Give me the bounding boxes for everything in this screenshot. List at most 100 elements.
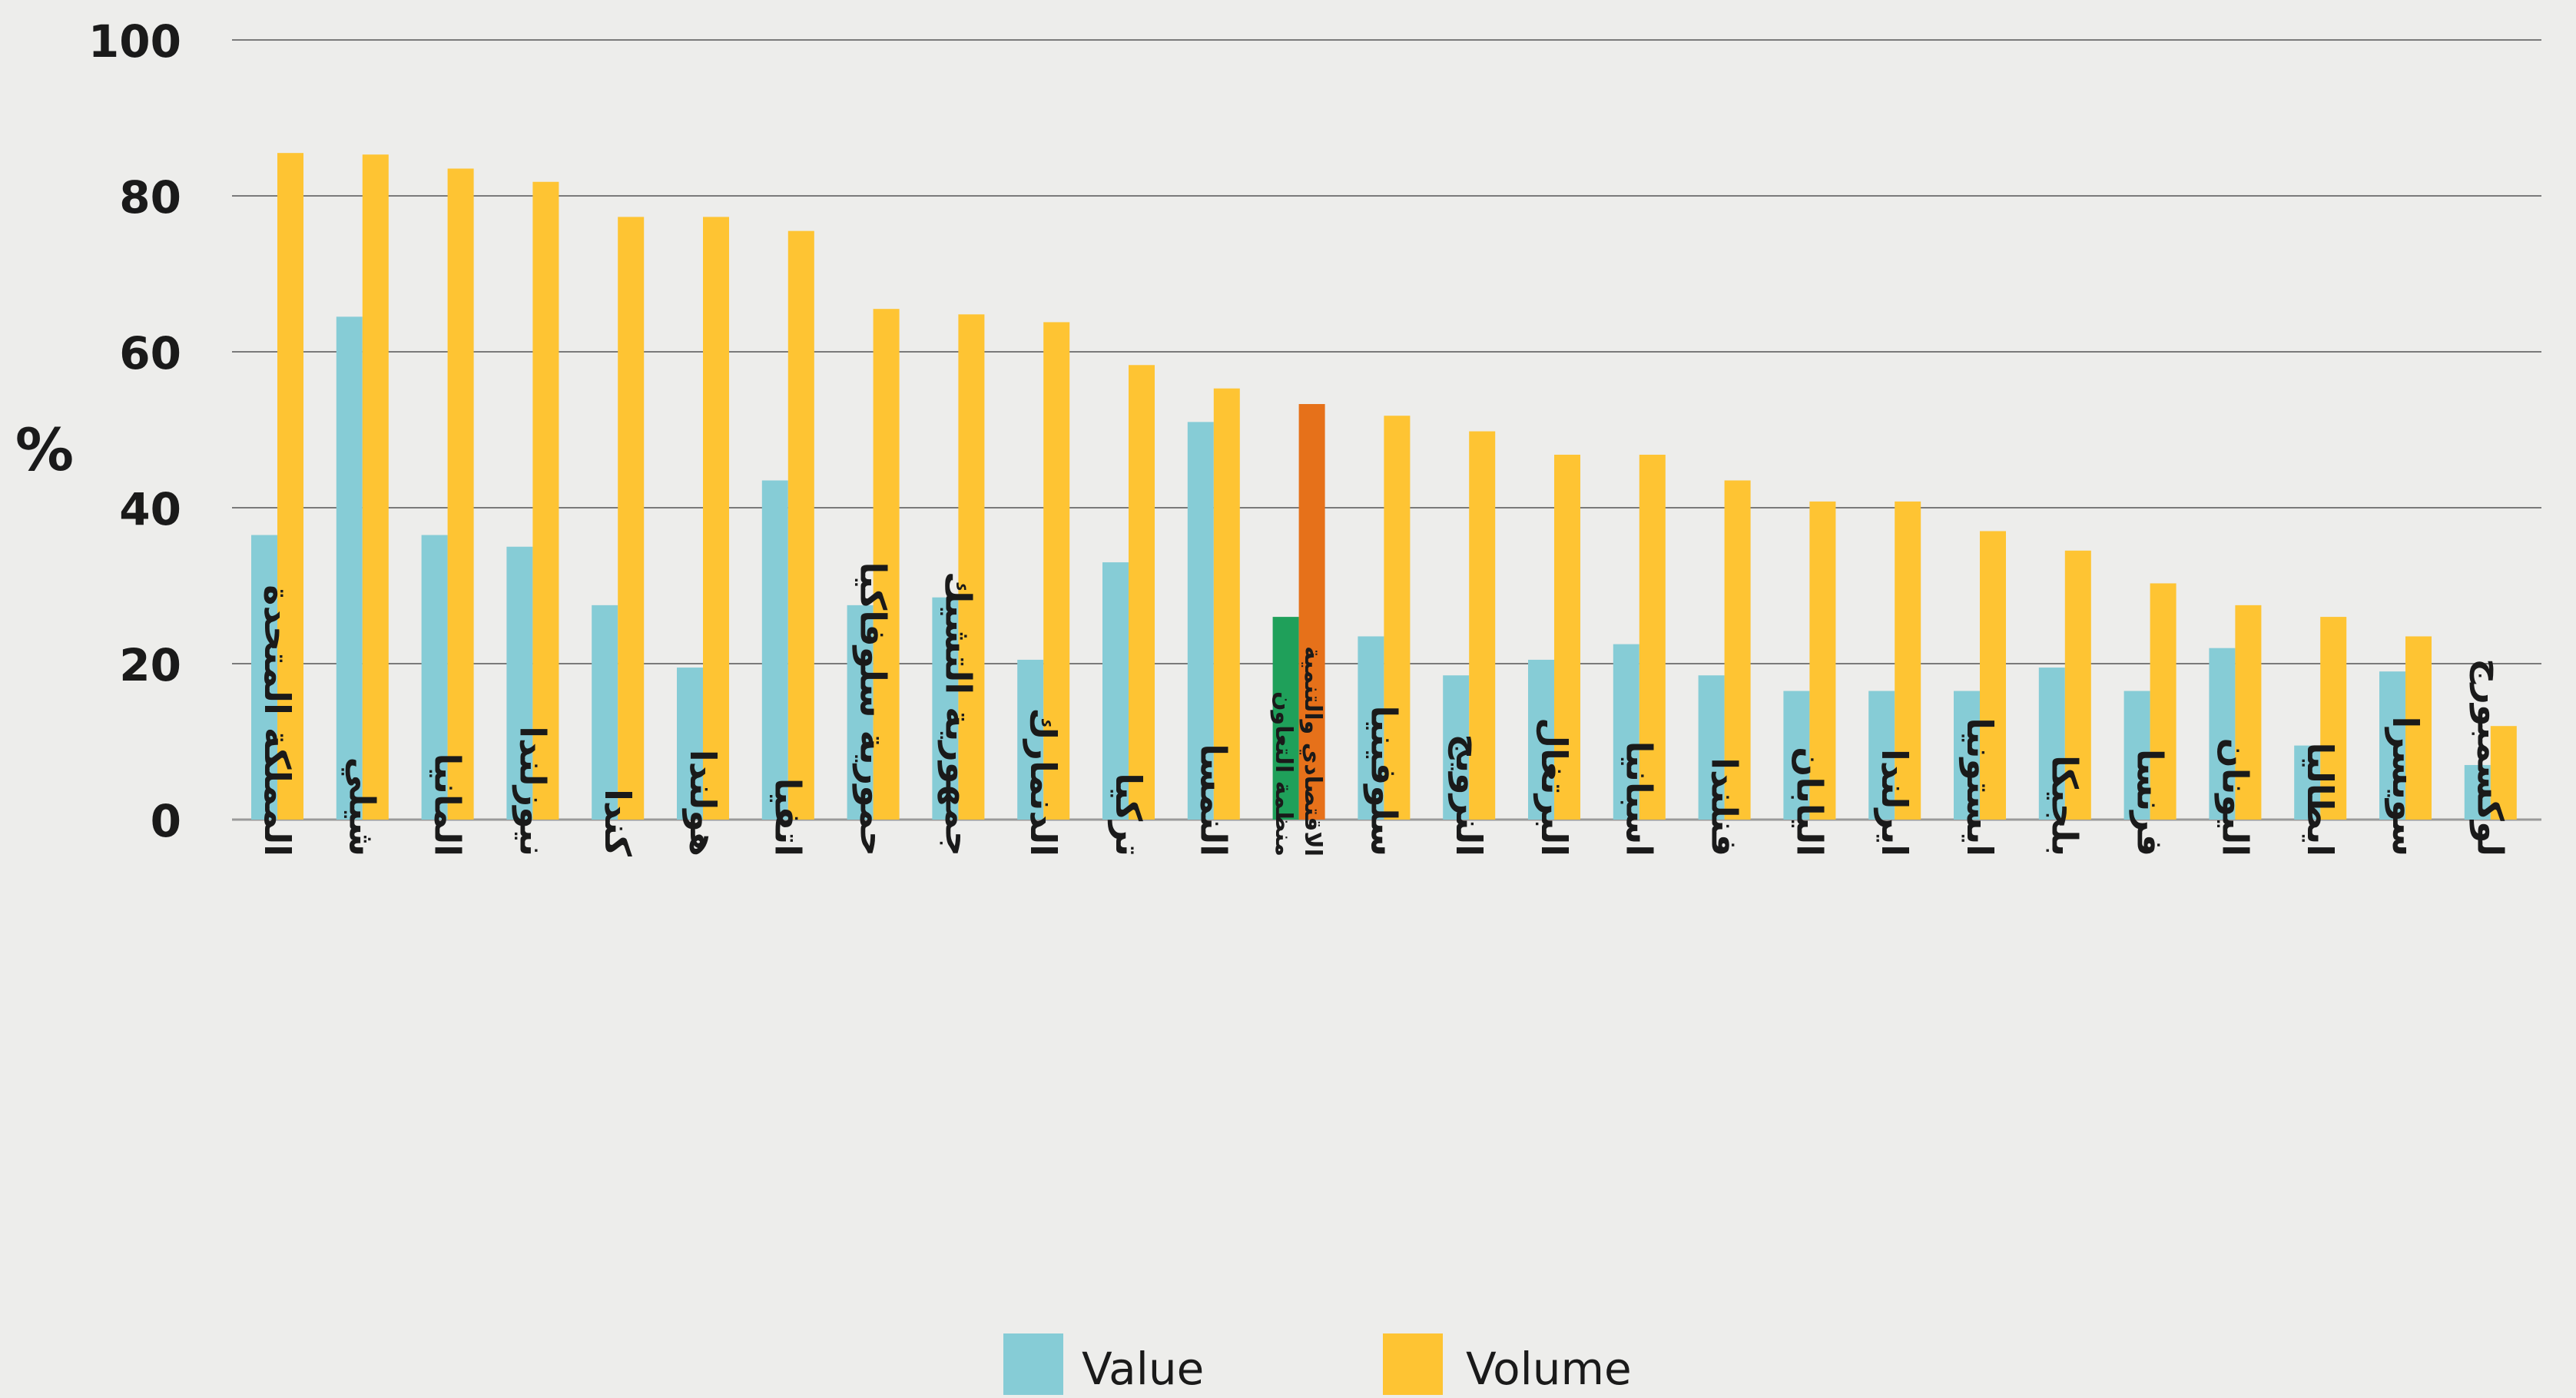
bar-value-0: [251, 535, 277, 820]
bar-value-15: [1528, 659, 1554, 820]
x-tick-label-group: شيلي: [342, 757, 383, 856]
x-tick-label: اليابان: [1789, 747, 1830, 856]
bar-value-3: [506, 546, 533, 820]
x-tick-label: حمورية سلوفاكيا: [853, 562, 894, 856]
x-tick-label-group: ايطاليا: [2299, 743, 2341, 856]
bar-volume-13: [1384, 416, 1411, 820]
x-tick-label-group: النمسا: [1193, 744, 1235, 856]
y-tick-label: 0: [151, 795, 181, 847]
y-tick-label: 60: [119, 327, 181, 379]
bars: [251, 153, 2517, 820]
x-tick-label: شيلي: [342, 757, 383, 856]
x-tick-label: ايطاليا: [2299, 743, 2341, 856]
legend: Value Volume: [1003, 1333, 1632, 1395]
bar-volume-6: [787, 230, 814, 820]
legend-label-0: Value: [1082, 1343, 1204, 1395]
bar-value-21: [2038, 668, 2065, 820]
bar-value-18: [1783, 691, 1810, 820]
x-tick-label-group: لوكسمبورج: [2470, 658, 2511, 856]
x-tick-label-group: النرويج: [1448, 734, 1490, 856]
x-tick-label: فرنسا: [2130, 749, 2171, 856]
x-tick-label: فنلندا: [1704, 757, 1746, 856]
bar-volume-18: [1809, 501, 1836, 820]
bar-value-20: [1954, 691, 1980, 820]
x-tick-label-group: اليونان: [2214, 738, 2256, 856]
bar-volume-10: [1129, 365, 1155, 820]
x-tick-label: تركيا: [1108, 773, 1149, 856]
x-tick-label-group: البرتغال: [1533, 717, 1575, 856]
y-tick-label: 100: [88, 15, 181, 68]
bar-volume-19: [1895, 501, 1921, 820]
x-tick-label: الدنمارك: [1023, 707, 1064, 856]
x-tick-label: هولندا: [682, 750, 724, 856]
x-tick-label: البرتغال: [1533, 717, 1575, 856]
bar-volume-7: [873, 309, 900, 820]
x-tick-label-group: فنلندا: [1704, 757, 1746, 856]
legend-swatch-1: [1383, 1333, 1443, 1395]
x-tick-label-group: اليابان: [1789, 747, 1830, 856]
bar-value-24: [2294, 745, 2321, 820]
bar-volume-23: [2235, 605, 2262, 820]
bar-value-25: [2379, 671, 2405, 820]
x-tick-label-group: سلوفينيا: [1363, 705, 1404, 856]
x-tick-label: المانيا: [427, 754, 469, 856]
x-tick-label-group: المملكة المتحدة: [257, 585, 298, 856]
bar-value-7: [847, 605, 874, 820]
x-tick-label-group: المانيا: [427, 754, 469, 856]
x-tick-label: منظمة التعاون: [1270, 691, 1297, 856]
x-tick-label: المملكة المتحدة: [257, 585, 298, 856]
bar-volume-15: [1554, 454, 1580, 820]
bar-volume-9: [1043, 322, 1070, 820]
bar-volume-2: [447, 168, 474, 820]
bar-volume-20: [1980, 531, 2006, 820]
x-tick-label-group: تركيا: [1108, 773, 1149, 856]
y-tick-label: 20: [119, 639, 181, 691]
y-axis-label: %: [15, 416, 74, 484]
x-tick-label: اسبانيا: [1619, 741, 1660, 856]
x-tick-label: سويسرا: [2385, 716, 2426, 856]
bar-volume-14: [1469, 431, 1496, 820]
bar-volume-26: [2490, 726, 2517, 820]
bar-volume-21: [2064, 550, 2091, 820]
bar-value-17: [1698, 675, 1725, 820]
x-tick-label: سلوفينيا: [1363, 705, 1404, 856]
x-tick-label-group: جمهورية التشيك: [937, 571, 979, 856]
x-tick-label-group: هولندا: [682, 750, 724, 856]
y-axis: 0 20 40 60 80 100%: [15, 15, 181, 847]
x-tick-label: النرويج: [1448, 734, 1490, 856]
x-tick-label: لوكسمبورج: [2470, 658, 2511, 856]
bar-volume-3: [532, 181, 559, 820]
legend-label-1: Volume: [1466, 1343, 1632, 1395]
y-tick-label: 80: [119, 171, 181, 224]
x-tick-label-group: منظمة التعاون الاقتصادي والتنمية: [1270, 646, 1326, 856]
x-axis-labels: المملكة المتحدة شيلي المانيا نيوزلندا كندا هو…: [257, 562, 2511, 856]
y-tick-label: 40: [119, 483, 181, 535]
bar-volume-16: [1639, 454, 1666, 820]
x-tick-label-group: اتفيا: [767, 778, 809, 856]
x-tick-label: اتفيا: [767, 778, 809, 856]
x-tick-label: الاقتصادي والتنمية: [1299, 646, 1326, 856]
x-tick-label-group: ايستونيا: [1959, 717, 2001, 856]
bar-value-26: [2464, 764, 2491, 820]
x-tick-label: النمسا: [1193, 744, 1235, 856]
bar-value-4: [592, 605, 618, 820]
bar-volume-1: [362, 154, 389, 820]
bar-volume-12: [1298, 404, 1325, 820]
bar-volume-8: [958, 314, 985, 820]
bar-value-8: [932, 597, 959, 820]
bar-value-22: [2123, 691, 2150, 820]
x-tick-label: بلجيكا: [2044, 755, 2086, 856]
bar-value-2: [421, 535, 448, 820]
bar-value-12: [1272, 617, 1299, 820]
bar-value-14: [1443, 675, 1470, 820]
bar-value-13: [1358, 636, 1384, 820]
legend-swatch-0: [1003, 1333, 1063, 1395]
x-tick-label-group: اسبانيا: [1619, 741, 1660, 856]
bar-volume-0: [277, 153, 303, 820]
x-tick-label: جمهورية التشيك: [937, 571, 979, 856]
x-tick-label-group: الدنمارك: [1023, 707, 1064, 856]
x-tick-label-group: فرنسا: [2130, 749, 2171, 856]
bar-value-11: [1187, 422, 1214, 820]
